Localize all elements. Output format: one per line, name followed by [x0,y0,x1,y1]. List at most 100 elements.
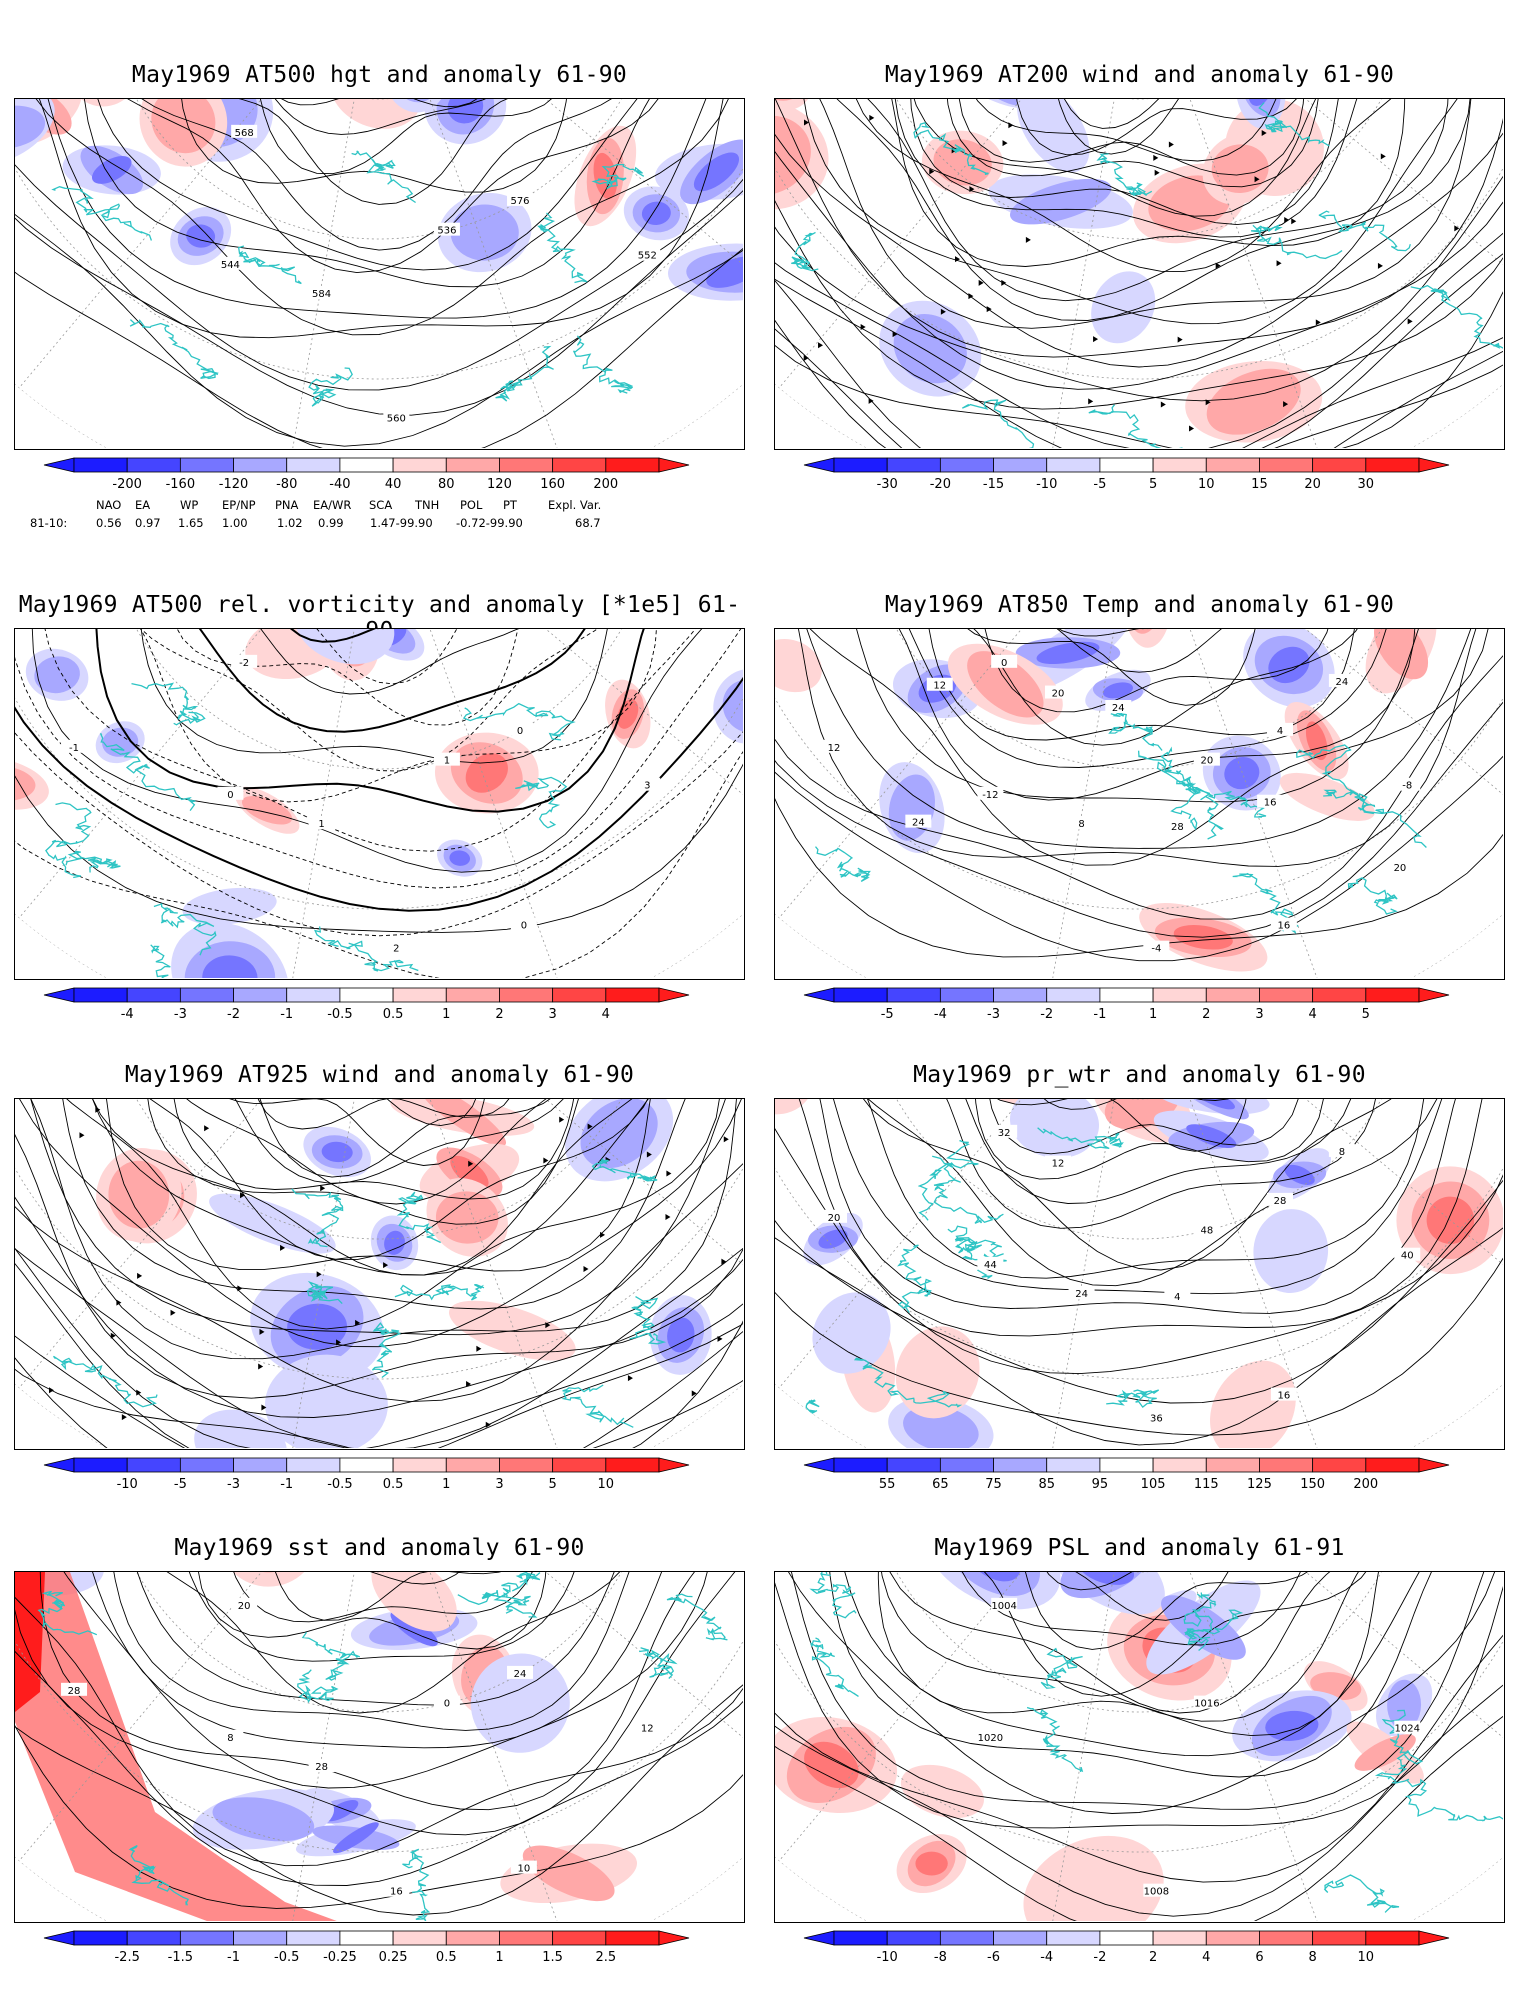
colorbar-tick-label: -160 [166,477,196,492]
coastline [306,1280,343,1305]
coastline [591,1158,658,1182]
contour-line [823,1099,1441,1279]
streamline [934,99,1354,188]
colorbar-segment [339,1930,394,1946]
coastline [128,1845,189,1906]
flow-arrow [1291,218,1297,225]
colorbar-tick-label: -8 [934,1950,947,1965]
contour-line [922,1572,1336,1650]
contour-label: 4 [1277,726,1283,737]
streamline [798,99,1503,325]
contour-line [96,1572,675,1731]
contour-line [15,99,743,339]
colorbar-tick-label: -40 [329,477,350,492]
colorbar-segment [445,987,500,1003]
flow-arrow [485,1421,491,1428]
colorbar-tick-label: -5 [1093,477,1106,492]
flow-arrow [803,119,809,126]
colorbar-segment [286,1930,341,1946]
colorbar-segment [339,1457,394,1473]
streamline [943,99,1319,155]
negative-anomaly-shading [265,1354,388,1448]
teleconnection-header: WP [180,498,199,512]
contour-line [191,1572,579,1650]
contour-line [150,1572,604,1662]
flow-arrow [1215,262,1221,269]
panel-wind200: May1969 AT200 wind and anomaly 61-90 -30 -… [774,62,1505,492]
colorbar-tick-label: 6 [1255,1950,1263,1965]
colorbar-tick-label: 95 [1092,1477,1109,1492]
flow-arrow [170,1309,176,1316]
contour-line [70,629,658,803]
streamline [15,1099,743,1348]
flow-arrow [137,1272,143,1279]
negative-anomaly-shading [903,1405,979,1448]
colorbar-segment [1152,1457,1207,1473]
contour-label: 1 [444,756,450,767]
map-plot: 0 8 12 16 20 24 28 28 10 [15,1572,743,1921]
map-plot: 1016 1020 1024 1008 1004 [775,1572,1503,1921]
flow-arrow [261,1404,267,1411]
streamline [886,99,1412,238]
map-plot [15,1099,743,1448]
panel-vort500: May1969 AT500 rel. vorticity and anomaly… [14,592,745,1022]
colorbar-segment [499,457,554,473]
map-frame: 1 0 3 2 -2 0 1 -1 0 [14,628,745,980]
flow-arrow [1002,140,1008,147]
colorbar-tick-label: 5 [1362,1007,1370,1022]
contour-label: 16 [1264,798,1277,809]
negative-anomaly-shading [722,679,743,733]
flow-arrow [587,1123,593,1130]
colorbar-lower-extend [43,457,75,473]
contour-line [775,629,1503,958]
contour-label: 16 [1278,1391,1291,1402]
contour-line [173,629,571,695]
contour-label: 20 [1394,863,1407,874]
contour-line [775,1572,1503,1814]
contour-line [775,629,1492,866]
colorbar-segment [233,457,288,473]
contour-line [15,99,743,447]
contour-line [98,99,661,251]
colorbar-upper-extend [658,457,690,473]
colorbar-lower-extend [803,457,835,473]
coastline [1108,710,1163,751]
colorbar-segment [886,987,941,1003]
colorbar-segment [445,1457,500,1473]
streamline [77,1099,682,1272]
coastline [1296,744,1376,815]
coastline [932,1155,1004,1224]
contour-label: 12 [933,681,946,692]
coastline [457,1589,531,1614]
colorbar-tick-label: -2 [227,1007,240,1022]
flow-arrow [237,1285,243,1292]
colorbar-segment [233,987,288,1003]
negative-anomaly-shading [1046,1572,1165,1615]
teleconnection-header: SCA [369,498,393,512]
negative-anomaly-shading [1091,271,1156,344]
colorbar-tick-label: 65 [932,1477,949,1492]
panel-prwtr: May1969 pr_wtr and anomaly 61-90 48 44 40 36… [774,1062,1505,1492]
contour-line [843,1099,1446,1271]
colorbar-segment [1312,987,1367,1003]
colorbar-tick-label: 40 [385,477,402,492]
negative-anomaly-shading [1102,682,1133,699]
negative-anomaly-shading [202,955,258,978]
teleconnection-headers: NAO EA WP EP/NP PNA EA/WR SCA TNH POL PT Expl. Var… [0,498,745,514]
negative-anomaly-shading [91,156,132,184]
positive-anomaly-shading [933,139,992,186]
contour-line [813,1099,1447,1287]
contour-line [829,629,1452,803]
teleconnection-header: EA/WR [313,498,352,512]
map-frame: 1016 1020 1024 1008 1004 [774,1571,1505,1923]
colorbar-tick-label: -3 [987,1007,1000,1022]
streamline [775,99,1503,358]
contour-line [780,629,1498,849]
negative-anomaly-shading [1186,1124,1237,1148]
coastline [1040,1647,1083,1689]
streamline [143,1099,638,1225]
streamline [775,99,1503,368]
coastline [1183,1592,1217,1641]
colorbar-segment [1365,987,1420,1003]
teleconnection-value: 1.02 [277,516,303,530]
